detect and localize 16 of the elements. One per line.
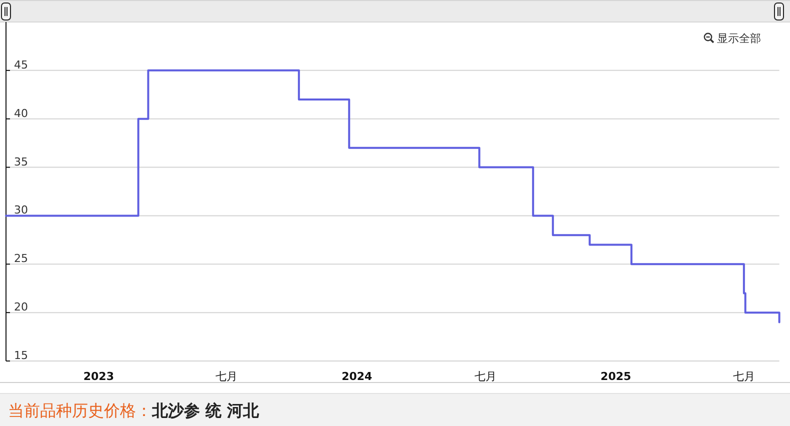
text: 当前品种历史价格： [8, 401, 152, 420]
x-tick-label: 2025 [600, 370, 632, 383]
y-tick-label: 30 [14, 204, 28, 217]
annotation: 显示全部 [717, 32, 761, 45]
x-tick-label: 七月 [732, 370, 755, 383]
y-tick-label: 40 [14, 106, 28, 120]
y-tick-label: 35 [14, 155, 28, 168]
x-tick-label: 七月 [474, 370, 497, 383]
y-tick-label: 15 [14, 349, 28, 362]
y-tick-label: 25 [14, 252, 28, 266]
y-tick-label: 20 [14, 300, 28, 314]
x-tick-label: 七月 [216, 370, 238, 383]
text: 北沙参 统 河北 [151, 401, 260, 420]
y-tick-label: 45 [14, 58, 28, 72]
x-tick-label: 2023 [83, 370, 114, 383]
x-tick-label: 2024 [342, 370, 373, 383]
